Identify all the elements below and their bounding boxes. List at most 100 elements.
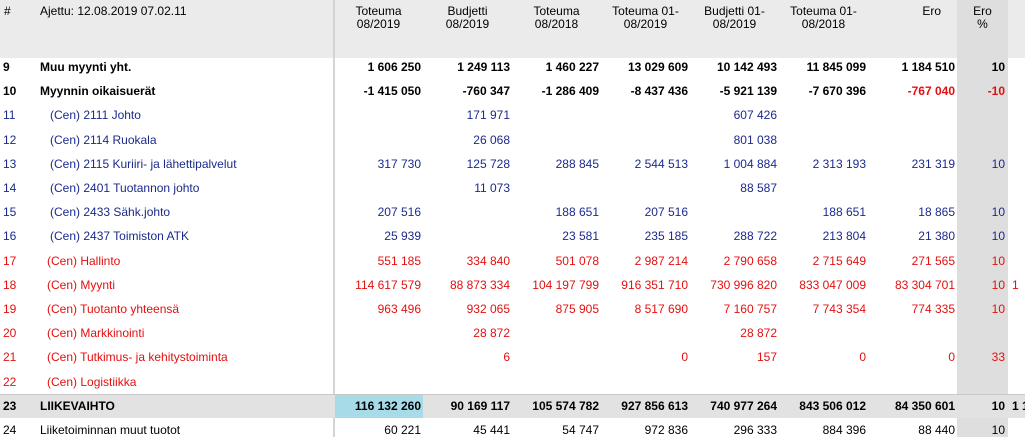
selected-cell-bg <box>335 394 423 418</box>
value-cell: 7 160 757 <box>723 302 777 316</box>
value-cell: 125 728 <box>466 156 510 171</box>
row-number: 14 <box>3 181 17 195</box>
value-cell: 28 872 <box>473 326 510 341</box>
value-cell: 10 <box>991 60 1005 74</box>
value-cell: 10 <box>991 229 1005 244</box>
value-cell: 0 <box>948 350 955 365</box>
value-cell: 54 747 <box>562 423 599 437</box>
value-cell: -1 286 409 <box>541 84 599 99</box>
column-header: 08/2019 <box>445 17 490 31</box>
value-cell: -5 921 139 <box>719 84 777 99</box>
row-label: (Cen) Myynti <box>47 277 116 292</box>
row-number: 9 <box>3 60 10 74</box>
value-cell: 26 068 <box>473 132 510 147</box>
value-cell: 13 029 609 <box>627 60 688 74</box>
value-cell: 188 651 <box>822 205 866 220</box>
row-label: (Cen) Tuotanto yhteensä <box>47 302 180 316</box>
value-cell: 10 142 493 <box>716 60 777 74</box>
header-bar <box>0 0 1025 58</box>
value-cell: 7 743 354 <box>812 302 866 316</box>
value-cell: 2 313 193 <box>812 156 866 171</box>
value-cell: 88 440 <box>918 423 955 437</box>
value-cell: 157 <box>756 350 777 365</box>
value-cell: 288 845 <box>555 156 599 171</box>
value-cell: 0 <box>859 350 866 365</box>
value-cell: 501 078 <box>555 253 599 268</box>
row-number: 23 <box>3 398 17 413</box>
value-cell: -760 347 <box>462 84 510 99</box>
value-cell: 833 047 009 <box>799 277 866 292</box>
value-cell: 10 <box>991 156 1005 171</box>
value-cell: 114 617 579 <box>355 277 421 292</box>
pct-column-bg <box>957 0 1008 437</box>
column-header: Toteuma 01- <box>612 4 679 18</box>
value-cell: 963 496 <box>377 302 421 316</box>
row-label: (Cen) 2115 Kuriiri- ja lähettipalvelut <box>50 156 237 171</box>
value-cell: 843 506 012 <box>799 398 866 413</box>
value-cell: -7 670 396 <box>808 84 866 99</box>
total-row-bg <box>0 393 1025 418</box>
value-cell: 10 <box>991 423 1005 437</box>
value-cell: 21 380 <box>918 229 955 244</box>
value-cell: 884 396 <box>822 423 866 437</box>
value-cell: 104 197 799 <box>532 277 599 292</box>
value-cell: 10 <box>991 205 1005 220</box>
value-cell: 45 441 <box>473 423 510 437</box>
column-header: Toteuma <box>533 4 580 18</box>
value-cell: 11 073 <box>474 181 510 195</box>
value-cell: 10 <box>991 253 1005 268</box>
value-cell: 10 <box>991 277 1005 292</box>
value-cell: 23 581 <box>562 229 599 244</box>
value-cell: 927 856 613 <box>621 398 688 413</box>
column-header: Ero <box>973 4 992 18</box>
value-cell: 1 249 113 <box>457 60 510 74</box>
column-header: Toteuma <box>355 4 402 18</box>
row-label: (Cen) 2433 Sähk.johto <box>50 205 171 220</box>
value-cell: 875 905 <box>555 302 599 316</box>
value-cell: -8 437 436 <box>630 84 688 99</box>
value-cell: -10 <box>987 84 1005 99</box>
value-cell: 213 804 <box>822 229 866 244</box>
value-cell: 2 715 649 <box>812 253 866 268</box>
value-cell: 972 836 <box>644 423 688 437</box>
value-cell: 801 038 <box>733 132 777 147</box>
value-cell: 271 565 <box>911 253 955 268</box>
value-cell: 1 184 510 <box>901 60 955 74</box>
row-label: (Cen) 2114 Ruokala <box>50 132 157 147</box>
value-cell: 90 169 117 <box>450 398 510 413</box>
value-cell: 28 872 <box>740 326 777 341</box>
row-number: 12 <box>3 132 17 147</box>
column-header: 08/2019 <box>712 17 757 31</box>
value-cell: 932 065 <box>466 302 510 316</box>
value-cell: 2 987 214 <box>634 253 688 268</box>
column-header: Budjetti <box>447 4 488 18</box>
clipped-cell: 1 1 <box>1012 398 1025 413</box>
value-cell: 105 574 782 <box>532 398 599 413</box>
value-cell: 296 333 <box>733 423 777 437</box>
row-number: 21 <box>3 350 17 365</box>
column-header: Ero <box>922 4 941 18</box>
value-cell: 235 185 <box>644 229 688 244</box>
row-number: 10 <box>3 84 17 99</box>
value-cell: 188 651 <box>555 205 599 220</box>
row-label: Muu myynti yht. <box>40 60 132 74</box>
header-number: # <box>4 4 11 18</box>
value-cell: 1 460 227 <box>545 60 599 74</box>
column-header: 08/2019 <box>356 17 401 31</box>
value-cell: 2 544 513 <box>634 156 688 171</box>
row-number: 19 <box>3 302 17 316</box>
row-number: 17 <box>3 253 17 268</box>
row-number: 24 <box>3 423 17 437</box>
value-cell: 730 996 820 <box>710 277 777 292</box>
value-cell: 207 516 <box>377 205 421 220</box>
value-cell: 116 132 260 <box>354 398 421 413</box>
row-number: 11 <box>3 108 16 123</box>
value-cell: 25 939 <box>384 229 421 244</box>
value-cell: 6 <box>503 350 510 365</box>
column-header: 08/2018 <box>534 17 579 31</box>
value-cell: 60 221 <box>384 423 421 437</box>
row-label: (Cen) 2111 Johto <box>50 108 141 123</box>
value-cell: 207 516 <box>644 205 688 220</box>
value-cell: 0 <box>681 350 688 365</box>
